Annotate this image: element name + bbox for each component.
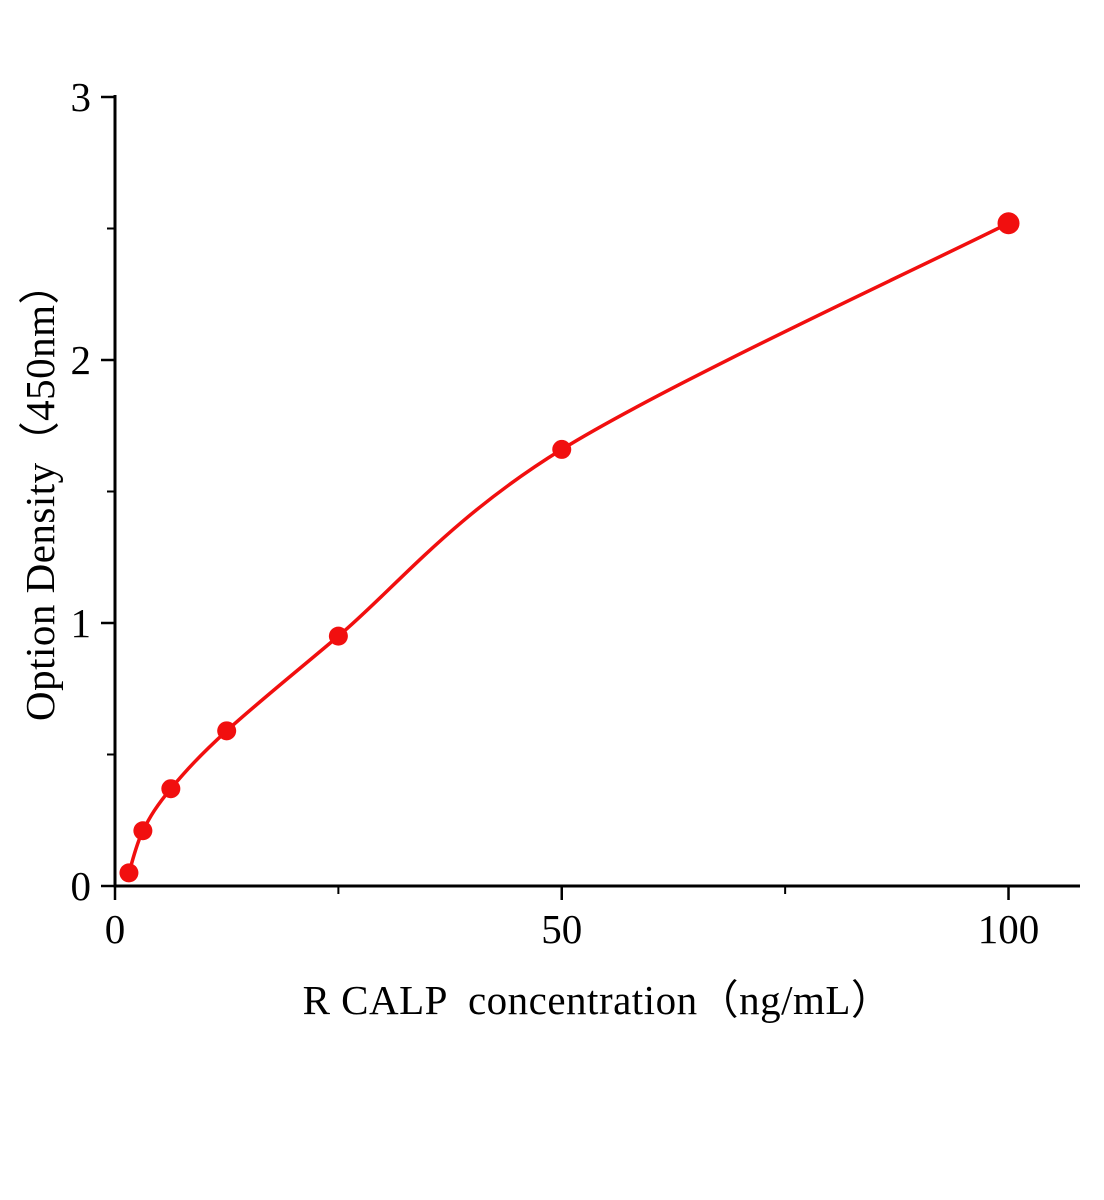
data-point [133,821,153,841]
data-point [217,721,237,741]
fit-curve [127,221,1011,875]
y-tick-label: 0 [71,863,92,909]
y-tick-label: 2 [71,337,92,383]
x-tick-label: 50 [541,906,582,952]
data-point [997,212,1020,235]
data-point [552,439,572,459]
x-tick-label: 100 [978,906,1040,952]
data-point [119,863,139,883]
x-axis-title: R CALP concentration（ng/mL） [302,977,893,1023]
y-tick-label: 1 [71,600,92,646]
x-tick-label: 0 [105,906,126,952]
y-axis-title: Option Density（450nm） [17,262,63,722]
y-tick-label: 3 [71,74,92,120]
data-point [161,779,181,799]
data-point [328,626,348,646]
